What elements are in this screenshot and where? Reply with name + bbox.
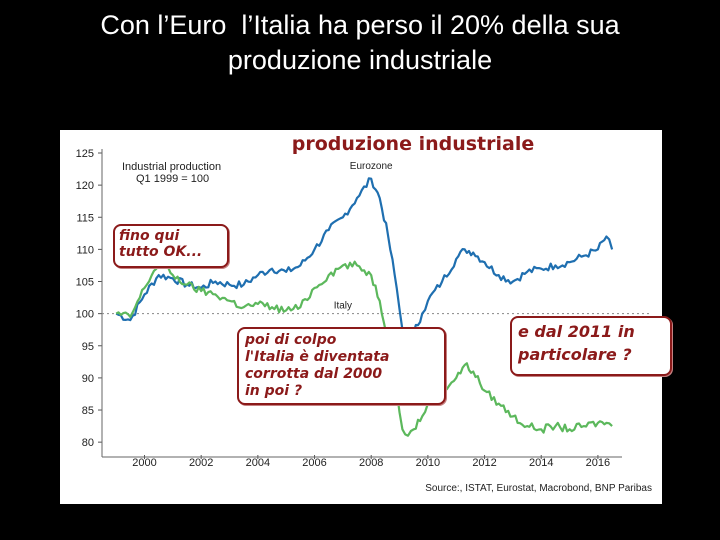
- callout-2-line-4: in poi ?: [245, 383, 303, 399]
- y-tick-label: 120: [76, 180, 94, 192]
- x-tick-label: 2012: [472, 457, 496, 469]
- series-line-italy: [115, 260, 613, 437]
- chart-source: Source:, ISTAT, Eurostat, Macrobond, BNP…: [425, 483, 652, 494]
- x-tick-label: 2008: [359, 457, 383, 469]
- y-tick-label: 85: [82, 405, 94, 417]
- y-tick-label: 115: [76, 212, 94, 224]
- x-tick-label: 2006: [302, 457, 326, 469]
- callout-3-line-1: e dal 2011 in: [518, 322, 635, 341]
- series-label-eurozone: Eurozone: [350, 161, 393, 172]
- x-tick-label: 2010: [416, 457, 440, 469]
- callout-3-line-2: particolare ?: [518, 345, 632, 364]
- x-tick-label: 2000: [132, 457, 156, 469]
- x-tick-label: 2014: [529, 457, 553, 469]
- callout-poi-di-colpo: poi di colpo l'Italia è diventata corrot…: [237, 327, 446, 405]
- y-tick-label: 80: [82, 437, 94, 449]
- callout-2-line-1: poi di colpo: [245, 332, 337, 348]
- x-tick-label: 2004: [246, 457, 270, 469]
- callout-1-line-2: tutto OK...: [119, 244, 203, 260]
- y-tick-label: 125: [76, 148, 94, 160]
- series-label-italy: Italy: [334, 300, 352, 311]
- callout-dal-2011: e dal 2011 in particolare ?: [510, 316, 672, 376]
- y-tick-label: 105: [76, 277, 94, 289]
- y-tick-label: 90: [82, 373, 94, 385]
- slide-title-line-2: produzione industriale: [227, 45, 493, 75]
- slide-title-line-1: Con l’Euro l’Italia ha perso il 20% dell…: [100, 10, 620, 40]
- chart-title: produzione industriale: [292, 133, 534, 155]
- chart-subtitle-line-1: Industrial production: [122, 161, 221, 173]
- x-tick-label: 2002: [189, 457, 213, 469]
- callout-2-line-3: corrotta dal 2000: [245, 366, 383, 382]
- y-tick-label: 95: [82, 341, 94, 353]
- chart-subtitle-line-2: Q1 1999 = 100: [136, 173, 209, 185]
- industrial-production-chart: produzione industriale Industrial produc…: [76, 133, 652, 494]
- callout-2-line-2: l'Italia è diventata: [245, 349, 390, 365]
- slide-title: Con l’Euro l’Italia ha perso il 20% dell…: [0, 8, 720, 78]
- y-tick-label: 110: [76, 244, 94, 256]
- y-tick-label: 100: [76, 309, 94, 321]
- callout-1-line-1: fino qui: [119, 228, 180, 244]
- callout-fino-qui: fino qui tutto OK...: [113, 224, 229, 268]
- x-tick-label: 2016: [586, 457, 610, 469]
